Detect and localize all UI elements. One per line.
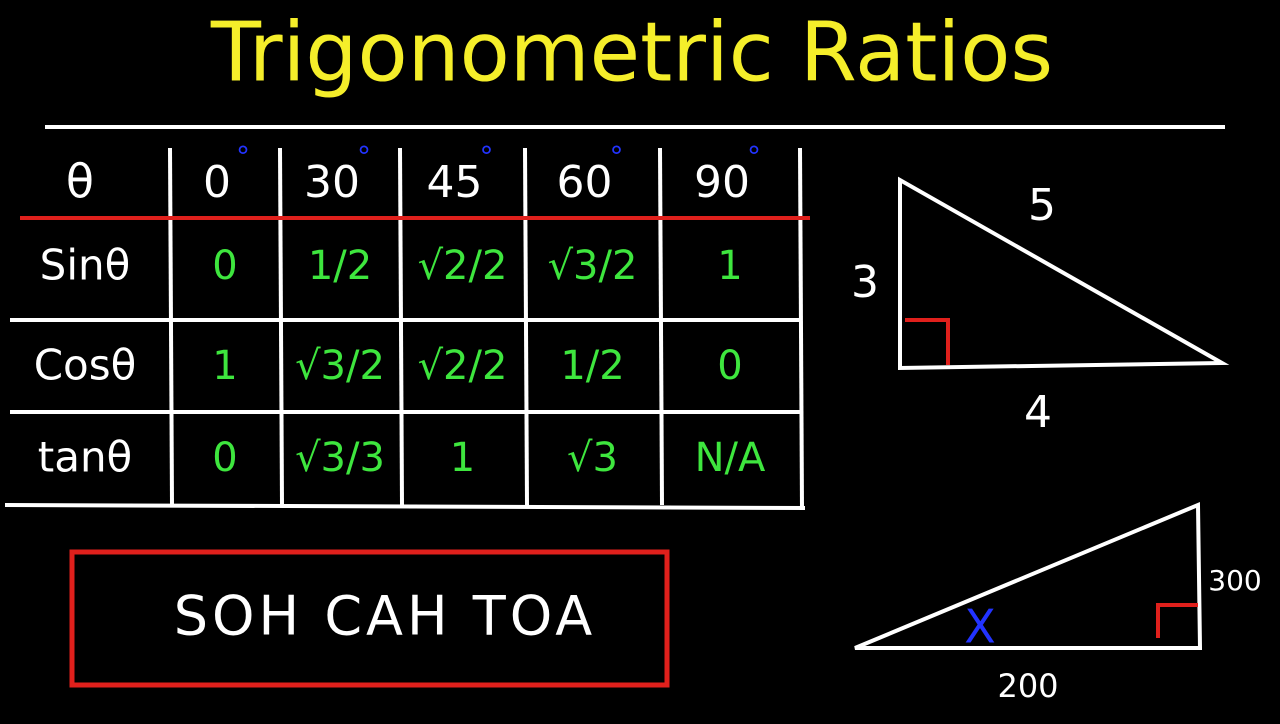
right-angle (905, 318, 950, 365)
row-line (4, 503, 806, 510)
degree-symbol: ° (357, 140, 371, 173)
cell-value: 1/2 (560, 343, 624, 389)
column-line (523, 147, 529, 506)
cell-value: √3 (567, 435, 618, 481)
side-label: 4 (1024, 387, 1052, 438)
header-theta: θ (66, 155, 94, 209)
column-line (168, 147, 174, 506)
triangle-1 (898, 176, 1230, 371)
mnemonic: SOH CAH TOA (174, 585, 596, 648)
header-angle: 0 (203, 157, 231, 208)
angle-label: X (964, 600, 996, 654)
header-angle: 45 (427, 157, 483, 208)
cell-value: √3/3 (295, 435, 385, 481)
title: Trigonometric Ratios (210, 5, 1053, 100)
triangle-2 (854, 502, 1203, 650)
cell-value: 1 (717, 243, 742, 289)
right-angle (1156, 603, 1198, 638)
mnemonic-box (69, 549, 670, 688)
cell-value: √2/2 (418, 243, 508, 289)
cell-value: 0 (717, 343, 742, 389)
cell-value: 0 (212, 243, 237, 289)
row-label: tanθ (38, 433, 133, 482)
row-label: Cosθ (34, 341, 137, 390)
cell-value: √3/2 (548, 243, 638, 289)
side-label: 3 (851, 257, 879, 308)
row-label: Sinθ (40, 241, 131, 290)
column-line (398, 147, 404, 506)
cell-value: N/A (695, 435, 766, 481)
column-line (658, 147, 664, 506)
cell-value: √3/2 (295, 343, 385, 389)
side-label: 5 (1028, 180, 1056, 231)
column-line (798, 147, 804, 511)
header-angle: 60 (557, 157, 613, 208)
trig-table (4, 147, 810, 511)
degree-symbol: ° (610, 140, 624, 173)
header-angle: 30 (304, 157, 360, 208)
degree-symbol: ° (747, 140, 761, 173)
side-label: 200 (997, 667, 1058, 705)
side-label: 300 (1208, 564, 1261, 597)
cell-value: 1 (450, 435, 475, 481)
cell-value: 1/2 (308, 243, 372, 289)
cell-value: √2/2 (418, 343, 508, 389)
degree-symbol: ° (480, 140, 494, 173)
degree-symbol: ° (236, 140, 250, 173)
column-line (278, 147, 284, 506)
cell-value: 0 (212, 435, 237, 481)
header-angle: 90 (694, 157, 750, 208)
cell-value: 1 (212, 343, 237, 389)
